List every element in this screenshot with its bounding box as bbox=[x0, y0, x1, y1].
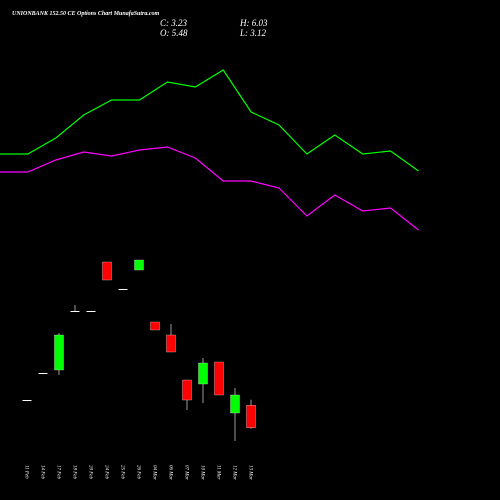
x-tick-label: 12 Mar bbox=[232, 465, 237, 480]
summary-label: O: 5.48 bbox=[160, 28, 188, 38]
x-tick-label: 14 Feb bbox=[40, 465, 45, 480]
x-tick-label: 13 Mar bbox=[248, 465, 253, 480]
candle-body bbox=[38, 373, 48, 374]
summary-label: C: 3.23 bbox=[160, 18, 188, 28]
candle-body bbox=[118, 289, 128, 290]
summary-label: H: 6.03 bbox=[239, 18, 268, 28]
candle-body bbox=[70, 311, 80, 312]
candle-body bbox=[166, 334, 176, 353]
x-tick-label: 04 Mar bbox=[152, 465, 157, 480]
summary-label: L: 3.12 bbox=[239, 28, 267, 38]
x-tick-label: 20 Feb bbox=[88, 465, 93, 480]
candle-body bbox=[214, 361, 224, 396]
x-tick-label: 18 Feb bbox=[72, 465, 77, 480]
candle-body bbox=[198, 362, 208, 385]
x-tick-label: 11 Mar bbox=[216, 465, 221, 480]
candle-body bbox=[102, 261, 112, 281]
x-tick-label: 07 Mar bbox=[184, 465, 189, 480]
indicator-line bbox=[0, 146, 419, 231]
indicator-line bbox=[0, 69, 419, 172]
x-tick-label: 10 Mar bbox=[200, 465, 205, 480]
x-tick-label: 24 Feb bbox=[104, 465, 109, 480]
x-tick-label: 26 Feb bbox=[136, 465, 141, 480]
candle-body bbox=[86, 311, 96, 312]
x-tick-label: 11 Feb bbox=[24, 465, 29, 479]
candle-body bbox=[22, 400, 32, 401]
candle-body bbox=[230, 394, 240, 414]
candle-body bbox=[54, 334, 64, 371]
candle-body bbox=[134, 259, 144, 271]
x-tick-label: 25 Feb bbox=[120, 465, 125, 480]
x-tick-label: 17 Feb bbox=[56, 465, 61, 480]
candle-body bbox=[182, 379, 192, 401]
chart-title: UNIONBANK 152.50 CE Options Chart Munafa… bbox=[12, 11, 160, 17]
candle-body bbox=[150, 321, 160, 331]
x-tick-label: 06 Mar bbox=[168, 465, 173, 480]
candle-body bbox=[246, 405, 256, 428]
